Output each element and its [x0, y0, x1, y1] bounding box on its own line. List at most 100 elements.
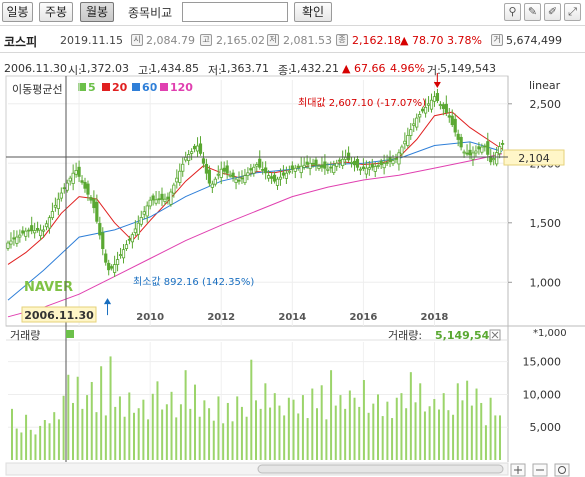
- compare-input[interactable]: [182, 2, 288, 22]
- expand-icon[interactable]: ⤢: [564, 3, 581, 21]
- candle-body: [249, 168, 253, 171]
- candle-body: [145, 205, 149, 217]
- quote-bar: 코스피 2019.11.15 시 2,084.79 고 2,165.02 저 2…: [0, 27, 585, 53]
- volume-bar: [381, 416, 384, 460]
- volume-bar: [29, 429, 32, 460]
- reset-button[interactable]: [554, 463, 570, 477]
- candle-body: [317, 165, 321, 169]
- candle-body: [98, 223, 102, 236]
- monthly-button[interactable]: 월봉: [80, 2, 114, 22]
- volume-bar: [339, 395, 342, 460]
- toolbar: 일봉 주봉 월봉 종목비교 확인 ⚲ ✎ ✐ ⤢: [0, 0, 585, 26]
- volume-bar: [53, 412, 56, 460]
- time-tick-label: 2010: [136, 312, 164, 323]
- volume-swatch: [66, 330, 74, 338]
- time-tick-label: 2014: [278, 312, 306, 323]
- quote-close: 2,162.18: [352, 34, 401, 47]
- ma5-swatch: [78, 83, 86, 91]
- ma-legend-item-60[interactable]: 60: [132, 81, 157, 94]
- candle-body: [175, 177, 179, 183]
- ma-legend-item-20[interactable]: 20: [102, 81, 127, 94]
- scroll-thumb[interactable]: [257, 464, 504, 474]
- candle-body: [74, 170, 78, 175]
- candle-body: [391, 160, 395, 165]
- ma20-label: 20: [112, 81, 128, 94]
- candle-body: [258, 158, 262, 168]
- candle-body: [423, 106, 428, 114]
- ma-legend-item-120[interactable]: 120: [160, 81, 193, 94]
- candle-body: [47, 217, 52, 229]
- candle-body: [471, 152, 475, 160]
- candle-body: [130, 234, 134, 243]
- volume-bar: [292, 399, 295, 460]
- volume-bar: [419, 383, 422, 460]
- ma-legend: 이동평균선: [12, 81, 63, 97]
- quote-volume: 5,674,499: [506, 34, 562, 47]
- candle-body: [269, 176, 274, 179]
- candle-body: [415, 117, 419, 128]
- draw-icon[interactable]: ✎: [524, 3, 541, 21]
- volume-bar: [269, 407, 272, 460]
- volume-bar: [170, 391, 173, 460]
- volume-bar: [147, 419, 150, 460]
- volume-bar: [48, 423, 51, 460]
- candle-body: [59, 192, 63, 199]
- candle-body: [210, 183, 214, 188]
- candle-body: [349, 161, 354, 164]
- volume-bar: [480, 402, 483, 460]
- candle-body: [240, 177, 244, 180]
- candle-body: [400, 146, 404, 155]
- volume-bar: [353, 397, 356, 460]
- volume-bar: [442, 393, 445, 460]
- close-icon: [491, 331, 499, 339]
- candle-body: [201, 158, 206, 164]
- pin-icon[interactable]: ⚲: [504, 3, 521, 21]
- candle-body: [483, 145, 487, 148]
- volume-bar: [423, 411, 426, 460]
- candle-body: [486, 141, 490, 155]
- candle-body: [237, 179, 241, 182]
- time-tick-label: 2016: [349, 312, 377, 323]
- volume-bar: [208, 408, 211, 460]
- time-tick-label: 2012: [207, 312, 235, 323]
- volume-bar: [217, 396, 220, 460]
- weekly-button[interactable]: 주봉: [39, 2, 73, 22]
- volume-bar: [67, 374, 70, 460]
- current-value-label: 2,104: [518, 152, 550, 165]
- candle-body: [12, 237, 16, 240]
- candle-body: [438, 104, 442, 106]
- daily-button[interactable]: 일봉: [2, 2, 33, 22]
- quote-change-pct: 3.78%: [447, 34, 482, 47]
- candle-body: [255, 164, 259, 167]
- volume-bar: [245, 416, 248, 460]
- candle-body: [284, 172, 288, 179]
- ma-legend-item-5[interactable]: 5: [78, 81, 96, 94]
- confirm-button[interactable]: 확인: [294, 2, 332, 22]
- candle-body: [195, 145, 200, 152]
- info-open: 1,372.03: [80, 62, 129, 75]
- volume-bar: [466, 380, 469, 460]
- quote-change: ▲ 78.70: [400, 34, 444, 47]
- volume-bar: [222, 423, 225, 460]
- candles: [6, 88, 505, 277]
- volume-bar: [259, 408, 262, 460]
- scale-label[interactable]: linear: [529, 79, 561, 92]
- volume-bar: [11, 408, 13, 460]
- cursor-date-box: [21, 306, 97, 323]
- candle-body: [382, 163, 386, 169]
- candle-body: [172, 184, 176, 194]
- candle-body: [225, 165, 229, 174]
- volume-bar: [236, 396, 239, 460]
- candle-body: [68, 177, 72, 182]
- candle-body: [231, 172, 235, 178]
- candle-body: [287, 170, 291, 173]
- volume-icon: 거: [491, 34, 503, 46]
- volume-bar: [367, 412, 370, 460]
- price-panel-frame: [5, 75, 509, 327]
- pencil-icon[interactable]: ✐: [544, 3, 561, 21]
- quote-low: 2,081.53: [283, 34, 332, 47]
- volume-bars: [11, 356, 501, 460]
- candle-body: [495, 152, 499, 165]
- candle-body: [86, 183, 90, 195]
